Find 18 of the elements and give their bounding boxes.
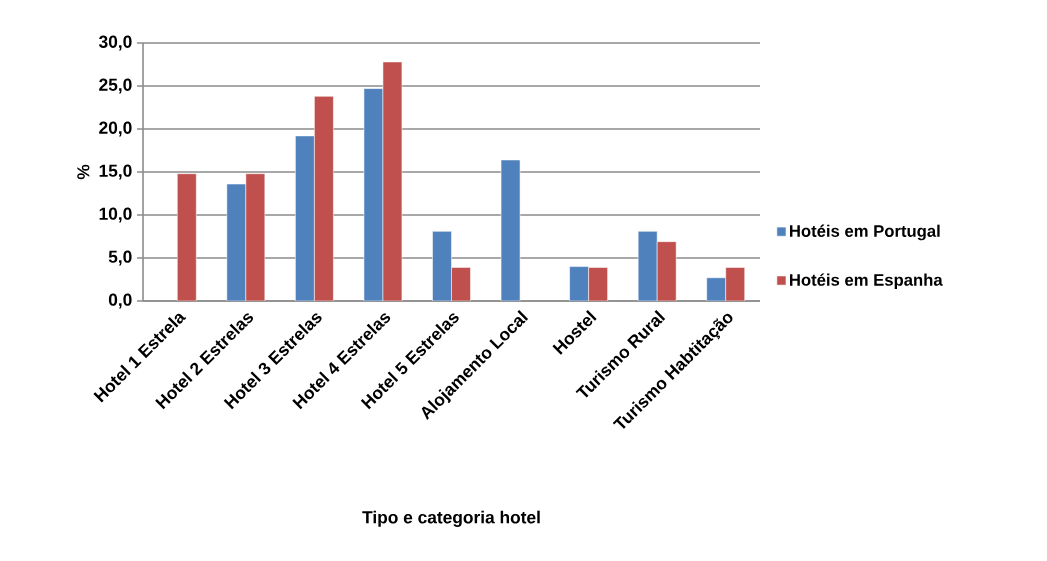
- y-tick-label: 0,0: [108, 293, 132, 309]
- bar: [226, 183, 247, 301]
- legend-label: Hotéis em Portugal: [790, 224, 940, 241]
- bar: [569, 266, 589, 301]
- x-axis-title: Tipo e categoria hotel: [362, 510, 540, 527]
- y-tick-label: 20,0: [99, 121, 132, 137]
- bar: [177, 173, 197, 301]
- bar: [706, 277, 726, 301]
- y-tick-label: 10,0: [99, 207, 132, 223]
- y-tick-label: 5,0: [108, 250, 132, 266]
- y-tick-label: 30,0: [98, 35, 132, 51]
- bar: [637, 231, 658, 301]
- bar: [432, 231, 452, 301]
- y-axis-title: %: [77, 164, 90, 180]
- y-tick-label: 25,0: [99, 78, 132, 94]
- bar: [295, 135, 315, 301]
- legend-label: Hotéis em Espanha: [790, 273, 943, 290]
- y-tick-label: 15,0: [99, 164, 132, 180]
